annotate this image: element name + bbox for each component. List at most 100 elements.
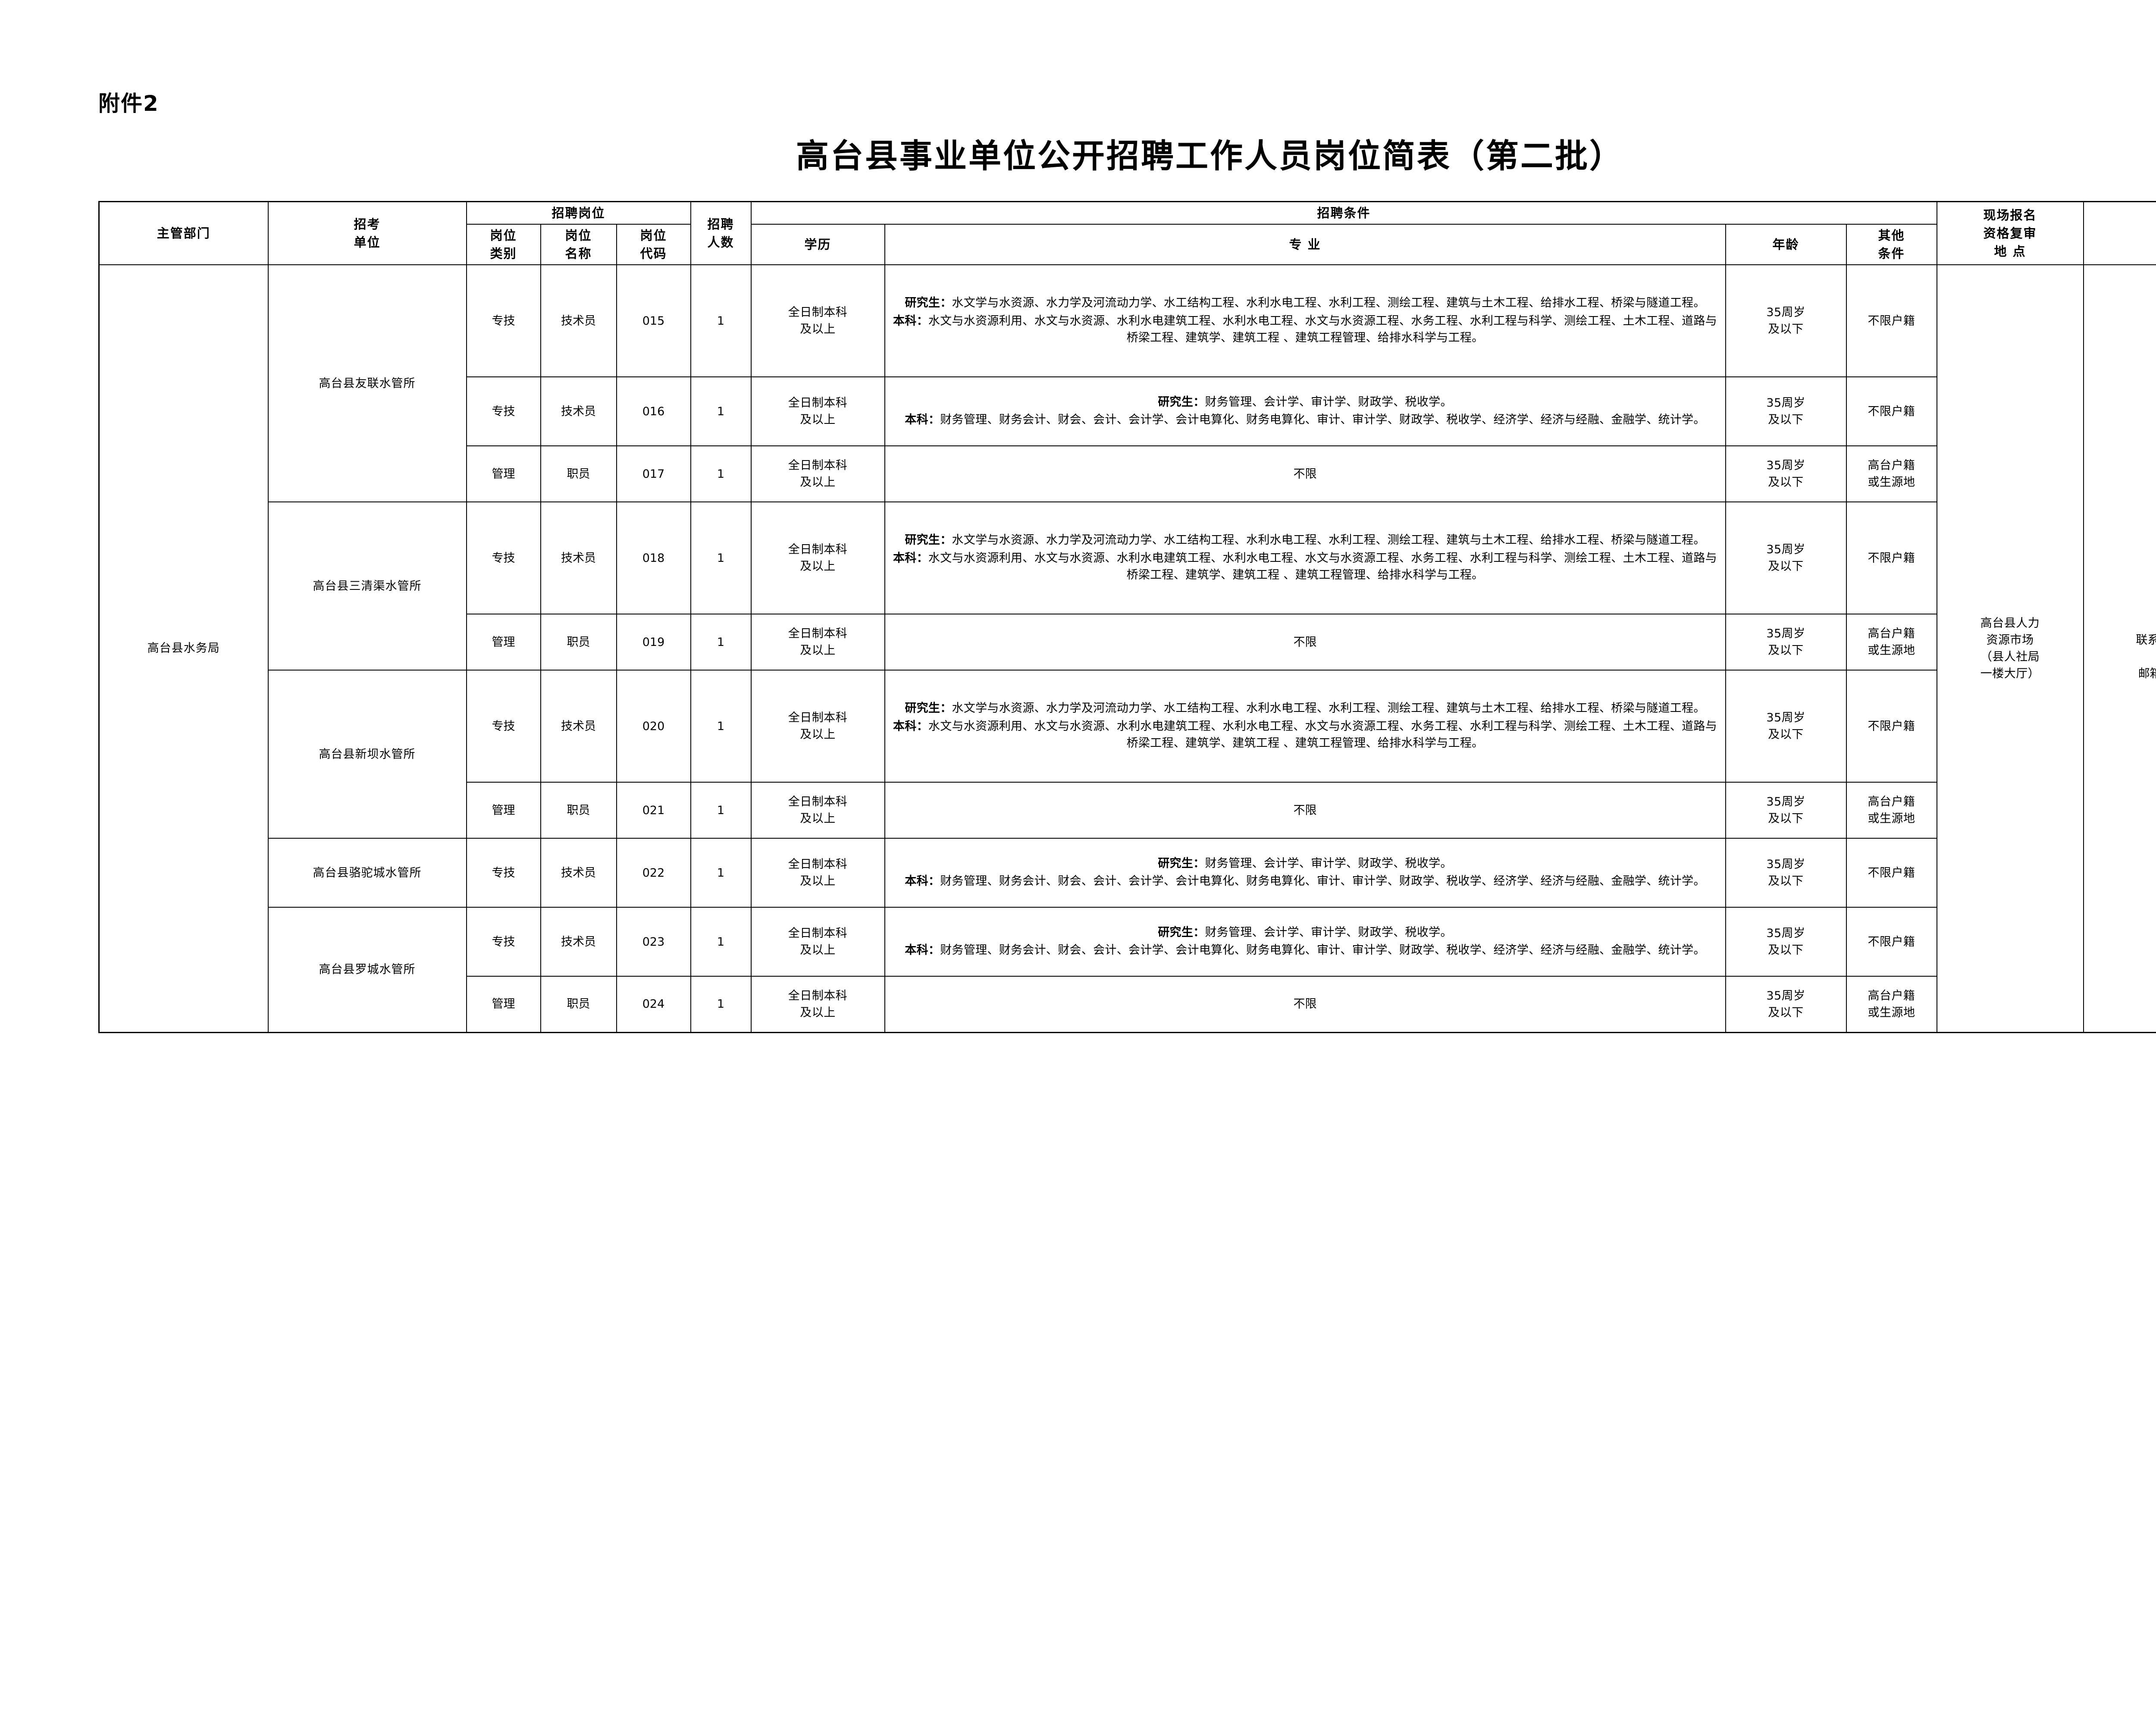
major-graduate-label: 研究生： [1158, 926, 1205, 939]
header-contact: 联 系 人 联系电话 邮 箱 [2083, 201, 2156, 266]
cell-position-name: 技术员 [540, 838, 617, 908]
attachment-label: 附件2 [98, 91, 159, 116]
onsite-location-line3: （县人社局 [1980, 650, 2040, 664]
recruitment-table: 主管部门 招考 单位 招聘岗位 招聘 人数 招聘条件 现场报名 资格复审 地 点 [98, 201, 2156, 1033]
cell-position-name: 技术员 [540, 376, 617, 447]
cell-major: 研究生：水文学与水资源、水力学及河流动力学、水工结构工程、水利水电工程、水利工程… [884, 501, 1726, 615]
cell-position-category: 专技 [466, 264, 541, 378]
onsite-location-line2: 资源市场 [1986, 633, 2034, 647]
cell-position-category: 专技 [466, 838, 541, 908]
cell-position-code: 018 [616, 501, 691, 615]
cell-other-line2: 或生源地 [1868, 476, 1915, 489]
header-position-category: 岗位 类别 [466, 224, 541, 266]
contact-phone-secondary: 13993688036 [2087, 649, 2156, 665]
cell-education-line2: 及以上 [800, 874, 836, 888]
cell-education-line1: 全日制本科 [788, 627, 848, 640]
cell-position-category: 管理 [466, 614, 541, 671]
cell-major: 研究生：水文学与水资源、水力学及河流动力学、水工结构工程、水利水电工程、水利工程… [884, 264, 1726, 378]
major-undergraduate-label: 本科： [905, 943, 940, 957]
major-undergraduate-text: 财务管理、财务会计、财会、会计、会计学、会计电算化、财务电算化、审计、审计学、财… [940, 413, 1705, 427]
major-undergraduate-text: 财务管理、财务会计、财会、会计、会计学、会计电算化、财务电算化、审计、审计学、财… [940, 874, 1705, 888]
table-header: 主管部门 招考 单位 招聘岗位 招聘 人数 招聘条件 现场报名 资格复审 地 点 [98, 201, 2156, 266]
cell-other-conditions: 不限户籍 [1846, 501, 1937, 615]
cell-education-line2: 及以上 [800, 323, 836, 336]
header-row-1: 主管部门 招考 单位 招聘岗位 招聘 人数 招聘条件 现场报名 资格复审 地 点 [98, 201, 2156, 266]
cell-age-line2: 及以下 [1768, 812, 1804, 826]
major-undergraduate-text: 水文与水资源利用、水文与水资源、水利水电建筑工程、水利水电工程、水文与水资源工程… [928, 314, 1717, 345]
header-conditions-group: 招聘条件 [750, 201, 1937, 225]
cell-age-line1: 35周岁 [1766, 459, 1805, 472]
cell-education: 全日制本科 及以上 [750, 907, 885, 977]
header-position-group: 招聘岗位 [466, 201, 691, 225]
cell-other-conditions: 不限户籍 [1846, 264, 1937, 378]
cell-age-line2: 及以下 [1768, 560, 1804, 573]
cell-position-category: 专技 [466, 670, 541, 783]
cell-education: 全日制本科 及以上 [750, 376, 885, 447]
cell-education-line2: 及以上 [800, 1006, 836, 1019]
cell-other-line1: 不限户籍 [1868, 935, 1915, 949]
cell-position-category: 管理 [466, 976, 541, 1033]
major-graduate-line: 研究生：水文学与水资源、水力学及河流动力学、水工结构工程、水利水电工程、水利工程… [888, 700, 1723, 717]
major-undergraduate-line: 本科：水文与水资源利用、水文与水资源、水利水电建筑工程、水利水电工程、水文与水资… [888, 313, 1723, 346]
major-undergraduate-line: 本科：财务管理、财务会计、财会、会计、会计学、会计电算化、财务电算化、审计、审计… [888, 873, 1723, 890]
cell-age-line2: 及以下 [1768, 728, 1804, 742]
cell-education-line1: 全日制本科 [788, 396, 848, 410]
cell-other-conditions: 高台户籍 或生源地 [1846, 782, 1937, 839]
cell-education-line1: 全日制本科 [788, 795, 848, 808]
cell-headcount: 1 [690, 501, 752, 615]
cell-age-line2: 及以下 [1768, 644, 1804, 658]
cell-other-conditions: 高台户籍 或生源地 [1846, 614, 1937, 671]
header-headcount-line1: 招聘 [707, 217, 734, 232]
cell-age-line2: 及以下 [1768, 1006, 1804, 1019]
major-graduate-line: 研究生：水文学与水资源、水力学及河流动力学、水工结构工程、水利水电工程、水利工程… [888, 295, 1723, 311]
cell-education-line2: 及以上 [800, 413, 836, 427]
cell-other-line1: 高台户籍 [1868, 989, 1915, 1003]
cell-education: 全日制本科 及以上 [750, 264, 885, 378]
cell-headcount: 1 [690, 782, 752, 839]
cell-position-category: 专技 [466, 501, 541, 615]
cell-age-line2: 及以下 [1768, 943, 1804, 957]
cell-education-line1: 全日制本科 [788, 306, 848, 319]
table-row: 管理 职员 024 1 全日制本科 及以上 不限 35周岁 及以下 高台户籍 或生源地 [99, 976, 2156, 1033]
cell-age: 35周岁及以下 [1725, 907, 1847, 977]
header-onsite-line3: 地 点 [1994, 244, 2026, 259]
cell-age-line1: 35周岁 [1766, 927, 1805, 940]
header-headcount: 招聘 人数 [690, 201, 752, 266]
major-undergraduate-line: 本科：财务管理、财务会计、财会、会计、会计学、会计电算化、财务电算化、审计、审计… [888, 411, 1723, 428]
cell-age: 35周岁 及以下 [1725, 264, 1847, 378]
table-row: 管理 职员 019 1 全日制本科 及以上 不限 35周岁 及以下 高台户籍 或生源地 [99, 614, 2156, 671]
cell-other-line1: 高台户籍 [1868, 795, 1915, 808]
header-onsite-line2: 资格复审 [1983, 226, 2037, 241]
header-recruiting-unit-line1: 招考 [354, 217, 381, 232]
cell-contact-info: 联 系 人：桑丽莹联系电话：0936-6621032 13993688036 邮箱:… [2083, 264, 2156, 1033]
cell-major: 研究生：水文学与水资源、水力学及河流动力学、水工结构工程、水利水电工程、水利工程… [884, 670, 1726, 783]
cell-position-name: 职员 [540, 445, 617, 503]
contact-person: 联 系 人：桑丽莹 [2087, 615, 2156, 632]
cell-position-name: 技术员 [540, 501, 617, 615]
page-title: 高台县事业单位公开招聘工作人员岗位简表（第二批） [796, 137, 1624, 175]
cell-age-line1: 35周岁 [1766, 858, 1805, 871]
cell-other-conditions: 高台户籍 或生源地 [1846, 445, 1937, 503]
header-position-category-line2: 类别 [490, 246, 517, 261]
cell-education-line1: 全日制本科 [788, 711, 848, 724]
cell-education: 全日制本科 及以上 [750, 976, 885, 1033]
cell-position-code: 015 [616, 264, 691, 378]
header-position-code-line1: 岗位 [640, 228, 667, 243]
cell-position-code: 017 [616, 445, 691, 503]
cell-education-line2: 及以上 [800, 943, 836, 957]
cell-position-category: 专技 [466, 907, 541, 977]
cell-other-line1: 不限户籍 [1868, 404, 1915, 418]
cell-age: 35周岁 及以下 [1725, 782, 1847, 839]
major-graduate-line: 研究生：财务管理、会计学、审计学、财政学、税收学。 [888, 855, 1723, 872]
header-other-line2: 条件 [1878, 246, 1905, 261]
cell-recruiting-unit: 高台县三清渠水管所 [267, 501, 467, 671]
cell-age: 35周岁 及以下 [1725, 445, 1847, 503]
major-graduate-text: 财务管理、会计学、审计学、财政学、税收学。 [1205, 926, 1452, 939]
header-onsite-line1: 现场报名 [1983, 208, 2037, 222]
cell-position-name: 职员 [540, 976, 617, 1033]
major-graduate-text: 财务管理、会计学、审计学、财政学、税收学。 [1205, 395, 1452, 409]
cell-position-name: 技术员 [540, 670, 617, 783]
table-row: 专技 技术员 016 1 全日制本科 及以上 研究生：财务管理、会计学、审计学、财政学、税收… [99, 376, 2156, 447]
cell-age-line1: 35周岁 [1766, 306, 1805, 319]
cell-education-line1: 全日制本科 [788, 459, 848, 472]
